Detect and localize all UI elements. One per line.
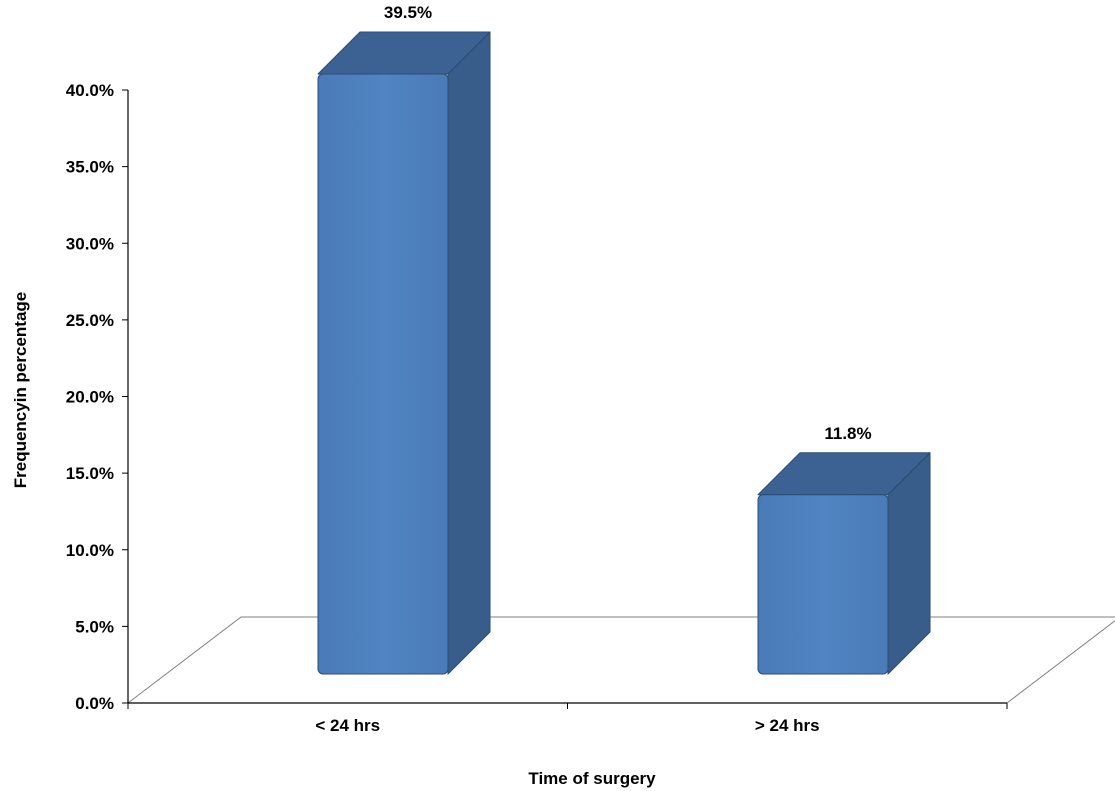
- x-tick-label: > 24 hrs: [755, 716, 820, 735]
- bars: [317, 31, 931, 675]
- y-tick-label: 20.0%: [66, 388, 114, 407]
- y-tick-label: 40.0%: [66, 81, 114, 100]
- x-tick-label: < 24 hrs: [315, 716, 380, 735]
- y-tick-label: 5.0%: [75, 617, 114, 636]
- bar: [317, 31, 491, 675]
- y-tick-label: 35.0%: [66, 158, 114, 177]
- y-tick-label: 0.0%: [75, 694, 114, 713]
- y-axis-title: Frequencyin percentage: [11, 292, 30, 489]
- chart-floor: [126, 616, 1115, 704]
- y-tick-label: 15.0%: [66, 464, 114, 483]
- y-tick-label: 10.0%: [66, 541, 114, 560]
- bar-front-face: [317, 73, 449, 675]
- bar-side-face: [447, 31, 491, 675]
- y-tick-label: 25.0%: [66, 311, 114, 330]
- chart-floor-outline: [126, 616, 1115, 704]
- labels: 39.5% < 24 hrs 11.8% > 24 hrs: [315, 3, 871, 735]
- data-label: 39.5%: [384, 3, 432, 22]
- data-label: 11.8%: [824, 424, 871, 443]
- chart-axes: 0.0% 5.0% 10.0% 15.0% 20.0% 25.0% 30.0% 35.0% 40…: [66, 81, 1008, 713]
- x-axis-title: Time of surgery: [528, 769, 656, 788]
- bar-front-face: [757, 494, 889, 675]
- y-tick-label: 30.0%: [66, 234, 114, 253]
- bar: [757, 452, 931, 675]
